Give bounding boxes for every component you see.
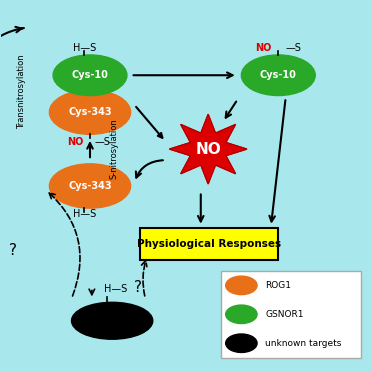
Ellipse shape — [49, 90, 131, 134]
Ellipse shape — [53, 55, 127, 96]
FancyBboxPatch shape — [140, 228, 278, 260]
Text: ROG1: ROG1 — [265, 281, 291, 290]
FancyBboxPatch shape — [221, 271, 361, 358]
Text: —S: —S — [285, 42, 301, 52]
Ellipse shape — [241, 55, 315, 96]
Text: ?: ? — [9, 243, 16, 258]
Text: S-nitrosylation: S-nitrosylation — [109, 119, 119, 179]
Text: H—S: H—S — [73, 209, 96, 219]
Ellipse shape — [49, 164, 131, 208]
Text: Physiological Responses: Physiological Responses — [137, 239, 281, 249]
Text: H—S: H—S — [104, 284, 128, 294]
Text: Cys-10: Cys-10 — [71, 70, 109, 80]
Text: GSNOR1: GSNOR1 — [265, 310, 304, 319]
Text: Transnitrosylation: Transnitrosylation — [17, 55, 26, 129]
Ellipse shape — [226, 334, 257, 352]
Text: NO: NO — [67, 137, 83, 147]
Text: NO: NO — [255, 42, 272, 52]
Ellipse shape — [226, 276, 257, 295]
Text: Cys-343: Cys-343 — [68, 181, 112, 191]
Text: —S: —S — [95, 137, 111, 147]
Ellipse shape — [71, 302, 153, 339]
Ellipse shape — [226, 305, 257, 324]
Text: ?: ? — [134, 280, 142, 295]
Text: Cys-10: Cys-10 — [260, 70, 297, 80]
Polygon shape — [169, 114, 247, 184]
Text: Cys-343: Cys-343 — [68, 107, 112, 117]
Text: unknown targets: unknown targets — [265, 339, 342, 348]
Text: NO: NO — [195, 142, 221, 157]
Text: H—S: H—S — [73, 42, 96, 52]
